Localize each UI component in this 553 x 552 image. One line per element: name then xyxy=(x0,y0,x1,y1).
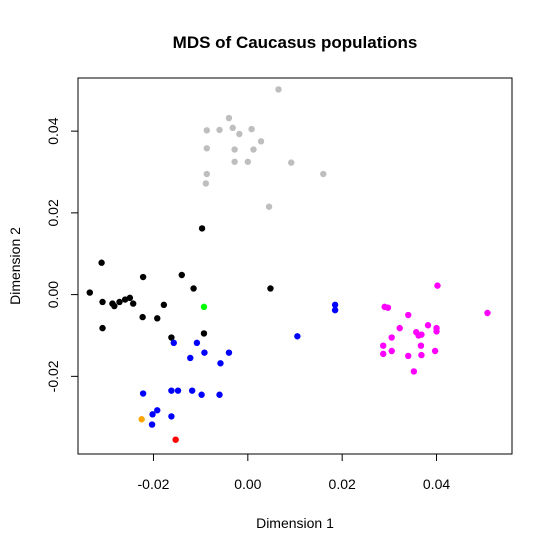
data-point xyxy=(331,301,339,309)
data-point xyxy=(434,282,441,289)
y-tick-label: -0.02 xyxy=(45,360,61,392)
data-point xyxy=(178,271,185,279)
data-point xyxy=(99,324,106,332)
data-point xyxy=(198,391,205,398)
x-tick-label: 0.00 xyxy=(234,476,261,492)
data-point xyxy=(225,114,233,122)
data-point xyxy=(149,411,156,418)
data-point xyxy=(248,125,255,133)
data-point xyxy=(139,390,147,397)
y-axis: -0.02 0.00 0.02 0.04 xyxy=(45,117,79,392)
data-point xyxy=(415,332,422,339)
data-point xyxy=(275,86,282,93)
data-point xyxy=(231,158,238,165)
data-point xyxy=(139,313,146,321)
y-axis-label: Dimension 2 xyxy=(7,227,23,305)
data-point xyxy=(138,416,145,423)
data-point xyxy=(410,368,418,375)
y-tick-label: 0.00 xyxy=(45,281,61,308)
x-tick-label: 0.04 xyxy=(423,476,450,492)
data-point xyxy=(202,180,210,187)
x-axis-label: Dimension 1 xyxy=(256,515,334,531)
data-point xyxy=(116,298,123,306)
data-point xyxy=(320,170,327,178)
data-point xyxy=(111,302,118,310)
data-point xyxy=(121,296,129,303)
data-point xyxy=(484,309,491,317)
data-point xyxy=(168,387,175,394)
x-tick-label: 0.02 xyxy=(329,476,356,492)
data-point xyxy=(244,158,252,165)
data-point xyxy=(187,354,194,362)
data-point xyxy=(203,127,210,134)
data-point xyxy=(190,285,197,292)
data-point xyxy=(417,342,425,349)
data-point xyxy=(250,146,257,153)
data-point xyxy=(160,301,168,309)
data-point xyxy=(229,124,236,132)
data-point xyxy=(388,347,395,355)
data-point xyxy=(98,259,105,266)
y-tick-label: 0.02 xyxy=(45,199,61,226)
y-tick-label: 0.04 xyxy=(45,117,61,144)
data-point xyxy=(216,391,223,398)
data-point xyxy=(148,421,156,428)
data-point xyxy=(168,334,175,341)
data-points xyxy=(86,86,491,443)
x-tick-label: -0.02 xyxy=(138,476,170,492)
data-point xyxy=(225,349,233,356)
chart-title: MDS of Caucasus populations xyxy=(173,33,418,52)
data-point xyxy=(217,360,224,367)
data-point xyxy=(396,324,403,332)
data-point xyxy=(265,203,273,210)
data-point xyxy=(200,330,208,337)
data-point xyxy=(433,328,440,335)
data-point xyxy=(99,298,106,306)
data-point xyxy=(257,138,265,145)
data-point xyxy=(380,342,387,349)
data-point xyxy=(216,126,223,134)
data-point xyxy=(172,436,179,443)
data-point xyxy=(170,339,177,347)
data-point xyxy=(203,170,210,178)
data-point xyxy=(139,273,147,281)
data-point xyxy=(431,347,439,355)
x-axis: -0.02 0.00 0.02 0.04 xyxy=(138,453,450,492)
data-point xyxy=(198,225,206,232)
plot-frame xyxy=(77,77,513,455)
data-point xyxy=(231,146,238,153)
data-point xyxy=(294,333,301,340)
data-point xyxy=(193,339,201,347)
data-point xyxy=(236,130,243,138)
data-point xyxy=(405,352,412,360)
data-point xyxy=(405,311,412,319)
data-point xyxy=(203,145,210,152)
data-point xyxy=(288,159,295,166)
data-point xyxy=(86,289,93,296)
data-point xyxy=(154,407,161,414)
data-point xyxy=(267,285,274,292)
data-point xyxy=(380,350,387,358)
data-point xyxy=(174,387,182,394)
data-point xyxy=(188,387,196,394)
data-point xyxy=(424,322,432,329)
data-point xyxy=(201,349,208,356)
data-point xyxy=(154,315,161,322)
data-point xyxy=(388,334,395,341)
data-point xyxy=(129,300,137,307)
data-point xyxy=(168,413,175,420)
data-point xyxy=(331,306,339,314)
data-point xyxy=(200,303,208,311)
data-point xyxy=(418,351,425,359)
data-point xyxy=(384,304,392,311)
